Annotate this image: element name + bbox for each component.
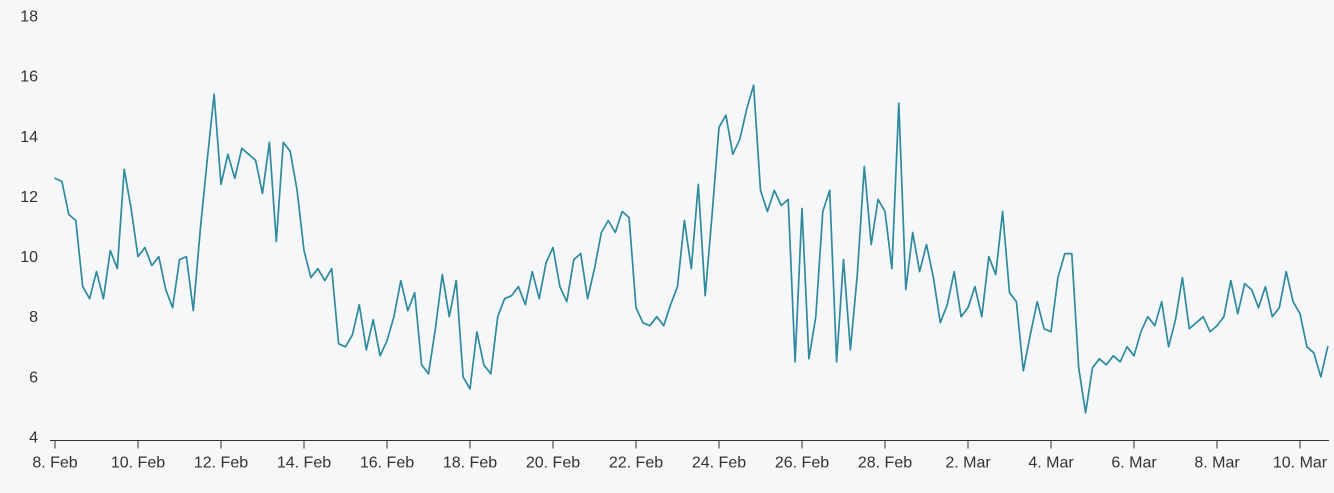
x-tick-label: 16. Feb [360, 455, 414, 472]
y-axis-labels: 4 6 8 10 12 14 16 18 [20, 9, 38, 447]
x-axis: 8. Feb 10. Feb 12. Feb 14. Feb 16. Feb 18. Fe… [32, 440, 1329, 472]
x-tick-label: 20. Feb [526, 455, 580, 472]
x-tick-label: 10. Mar [1273, 455, 1328, 472]
x-tick-label: 2. Mar [945, 455, 991, 472]
x-tick-label: 14. Feb [277, 455, 331, 472]
x-tick-label: 26. Feb [775, 455, 829, 472]
y-tick-label: 8 [29, 309, 38, 326]
y-tick-label: 16 [20, 69, 38, 86]
x-tick-label: 18. Feb [443, 455, 497, 472]
x-tick-label: 24. Feb [692, 455, 746, 472]
x-tick-label: 4. Mar [1028, 455, 1074, 472]
y-tick-label: 18 [20, 9, 38, 26]
x-tick-label: 22. Feb [609, 455, 663, 472]
x-tick-label: 6. Mar [1111, 455, 1157, 472]
y-tick-label: 10 [20, 249, 38, 266]
y-tick-label: 4 [29, 430, 38, 447]
x-tick-label: 28. Feb [858, 455, 912, 472]
x-tick-label: 8. Mar [1194, 455, 1240, 472]
x-tick-label: 12. Feb [194, 455, 248, 472]
series-line [54, 84, 1329, 414]
y-tick-label: 12 [20, 189, 38, 206]
x-tick-label: 10. Feb [111, 455, 165, 472]
x-tick-label: 8. Feb [32, 455, 77, 472]
y-tick-label: 14 [20, 129, 38, 146]
y-tick-label: 6 [29, 369, 38, 386]
